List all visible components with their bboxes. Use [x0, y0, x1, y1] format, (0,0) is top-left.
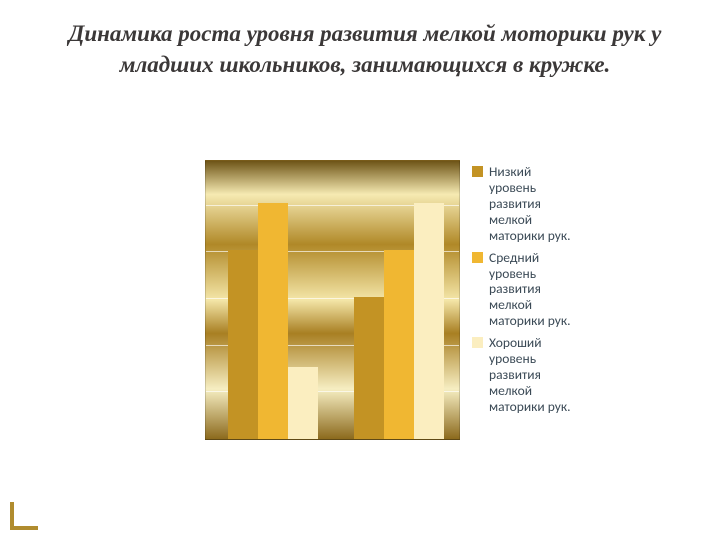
legend-item: Средний уровень развития мелкой маторики…: [472, 250, 602, 330]
chart-plot-area: [205, 160, 460, 440]
legend-label: Средний уровень развития мелкой маторики…: [489, 250, 571, 330]
legend-item: Хороший уровень развития мелкой маторики…: [472, 335, 602, 415]
bar-cluster: [228, 161, 318, 439]
bar-medium: [258, 203, 288, 439]
legend-swatch: [472, 252, 483, 263]
legend-item: Низкий уровень развития мелкой маторики …: [472, 164, 602, 244]
bar-good: [288, 367, 318, 439]
slide-corner-decoration: [10, 502, 38, 530]
legend-label: Хороший уровень развития мелкой маторики…: [489, 335, 571, 415]
bar-low: [354, 297, 384, 439]
bar-medium: [384, 250, 414, 439]
bar-low: [228, 250, 258, 439]
slide: Динамика роста уровня развития мелкой мо…: [0, 0, 720, 540]
chart-container: Низкий уровень развития мелкой маторики …: [205, 160, 602, 440]
bar-cluster: [354, 161, 444, 439]
legend-swatch: [472, 166, 483, 177]
gridline: [206, 158, 459, 159]
chart-legend: Низкий уровень развития мелкой маторики …: [472, 160, 602, 440]
chart-bars: [206, 161, 459, 439]
legend-swatch: [472, 337, 483, 348]
bar-good: [414, 203, 444, 439]
legend-label: Низкий уровень развития мелкой маторики …: [489, 164, 571, 244]
slide-title: Динамика роста уровня развития мелкой мо…: [40, 18, 690, 80]
